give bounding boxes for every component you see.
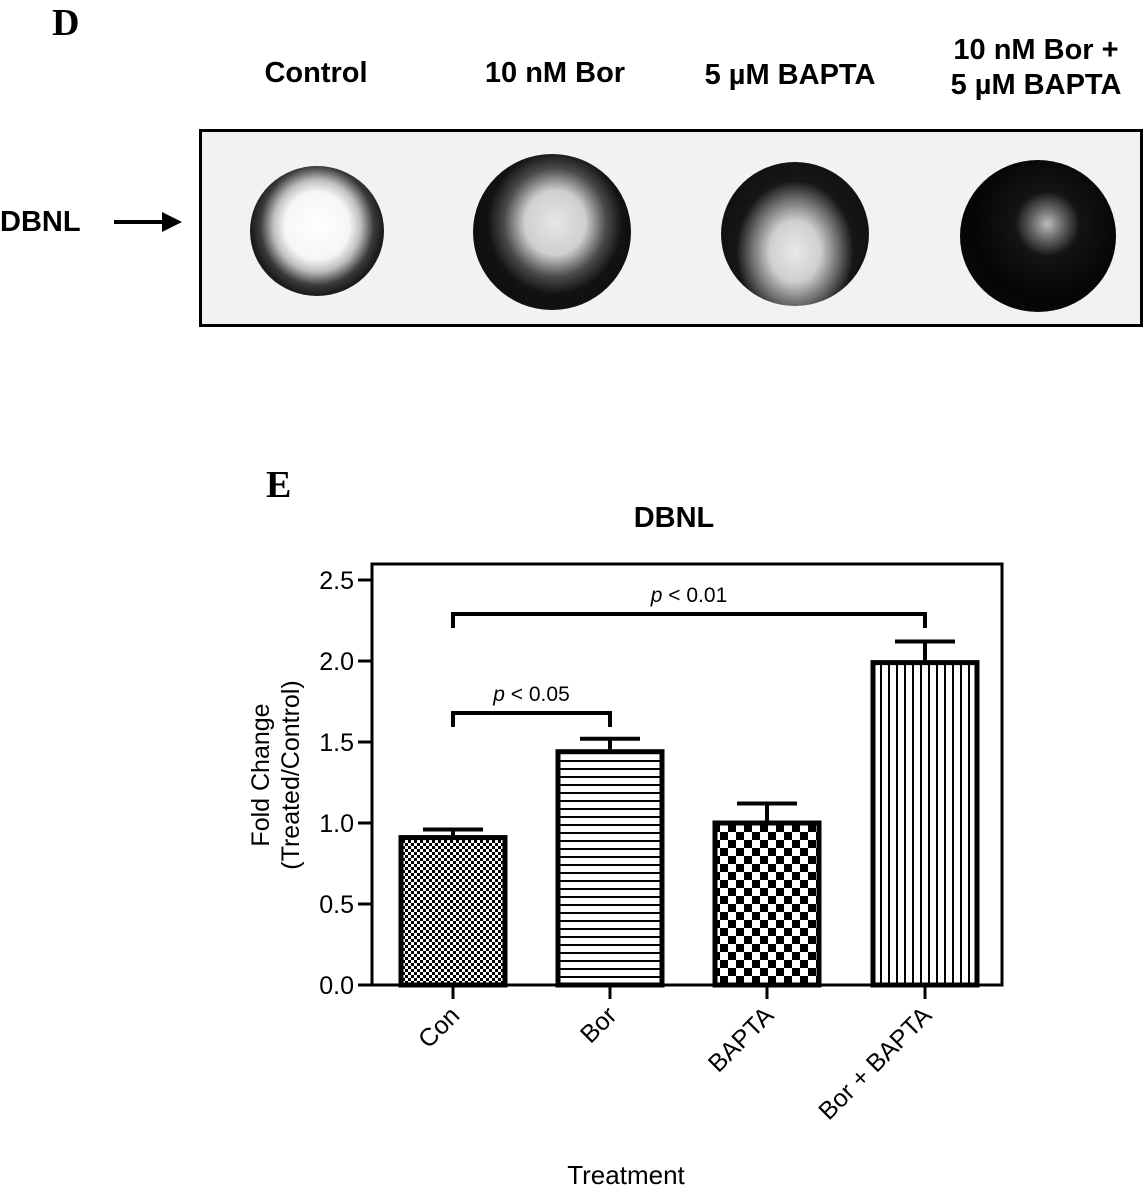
y-axis: 0.0 0.5 1.0 1.5 2.0 2.5 <box>319 567 372 1000</box>
blot-dot-control <box>250 166 384 296</box>
y-axis-label-line1: Fold Change <box>247 703 275 846</box>
bar-3 <box>870 660 980 988</box>
blot-dot-bor-bapta <box>960 160 1116 312</box>
y-tick-label-2: 1.0 <box>319 810 354 838</box>
x-tick-label-2: BAPTA <box>703 1001 780 1078</box>
lane-label-bor: 10 nM Bor <box>484 57 626 89</box>
y-axis-label-line2: (Treated/Control) <box>277 680 305 869</box>
y-tick-label-3: 1.5 <box>319 729 354 757</box>
y-tick-label-4: 2.0 <box>319 648 354 676</box>
bars <box>398 639 980 988</box>
blot-dot-bor <box>473 154 631 310</box>
lane-label-control: Control <box>264 57 368 89</box>
x-tick-label-1: Bor <box>575 1001 622 1048</box>
blot-row-label: DBNL <box>0 206 81 238</box>
x-axis: Con Bor BAPTA Bor + BAPTA <box>413 985 937 1126</box>
panel-d-letter: D <box>52 2 80 44</box>
significance-label-1: p < 0.01 <box>650 584 728 607</box>
bar-0 <box>398 835 508 988</box>
significance-bracket-1 <box>451 612 927 628</box>
chart-title: DBNL <box>634 502 715 534</box>
y-tick-label-1: 0.5 <box>319 891 354 919</box>
plot-frame <box>370 562 1004 987</box>
y-tick-label-5: 2.5 <box>319 567 354 595</box>
x-axis-label: Treatment <box>567 1160 685 1186</box>
significance-bracket-0 <box>451 711 612 727</box>
bar-2 <box>712 820 822 988</box>
lane-label-bor-bapta: 10 nM Bor + 5 µM BAPTA <box>950 34 1122 101</box>
dot-blot-membrane <box>199 129 1143 327</box>
lane-label-bapta: 5 µM BAPTA <box>704 59 876 91</box>
y-axis-label-group: Fold Change (Treated/Control) <box>247 680 305 869</box>
bar-1 <box>555 749 665 988</box>
blot-dot-bapta <box>721 162 869 306</box>
x-tick-label-0: Con <box>413 1001 465 1053</box>
significance-label-0: p < 0.05 <box>492 683 570 706</box>
y-tick-label-0: 0.0 <box>319 972 354 1000</box>
significance-brackets: p < 0.05 p < 0.01 <box>451 584 927 727</box>
x-tick-label-3: Bor + BAPTA <box>813 1001 937 1125</box>
arrow-right-icon <box>114 212 182 232</box>
panel-e-letter: E <box>266 464 292 506</box>
